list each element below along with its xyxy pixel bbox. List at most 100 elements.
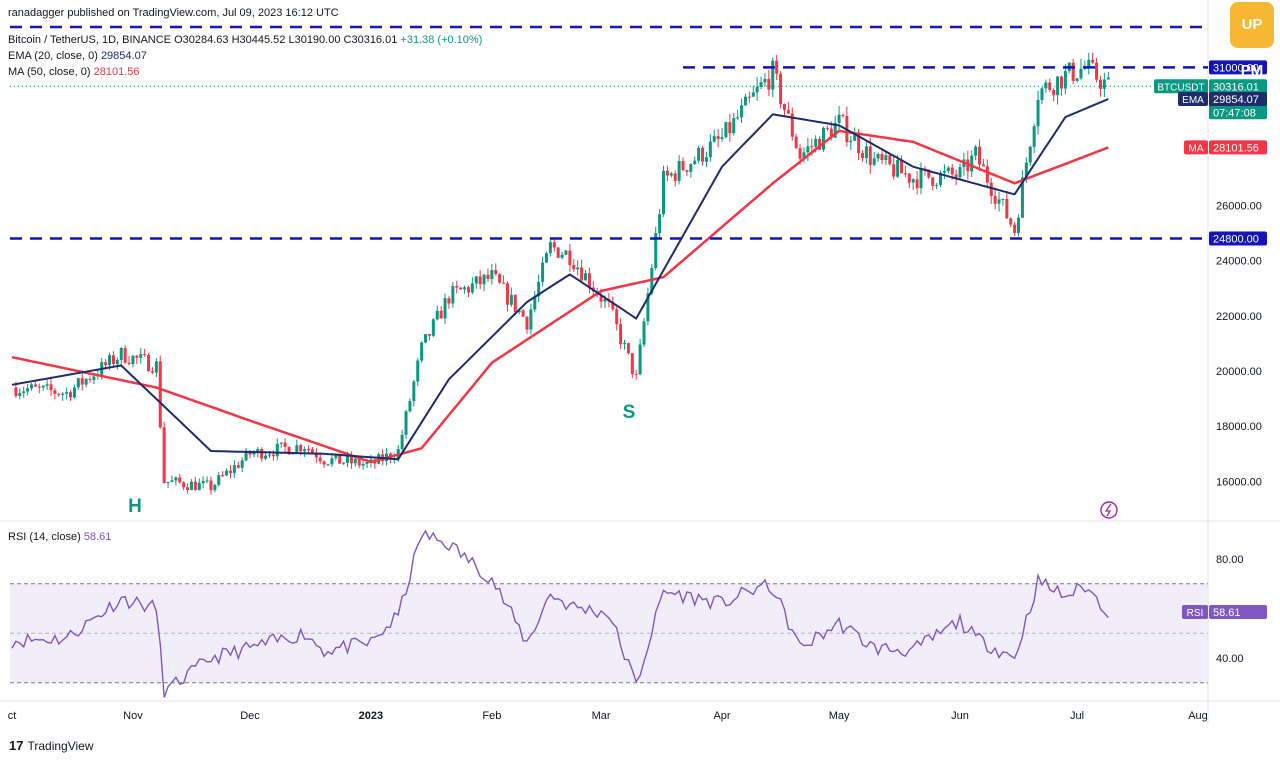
candle-body [1079,68,1083,79]
candle-body [658,214,662,234]
ema-tag-text: 29854.07 [1213,94,1259,106]
candle-body [236,465,240,468]
candle-body [412,381,416,401]
candle-body [708,141,712,158]
candle-body [349,456,353,464]
tradingview-logo-icon: 17 [9,738,24,753]
candle-body [455,286,459,288]
candle-body [654,233,658,268]
candle-body [751,92,755,97]
candle-body [533,296,537,310]
candle-body [576,267,580,270]
time-tick-label: Apr [713,710,730,722]
candle-body [478,276,482,285]
price-tick-label: 20000.00 [1216,366,1262,378]
level-low-tag-text: 24800.00 [1213,234,1259,246]
candle-body [794,136,798,149]
candle-body [782,104,786,111]
candle-body [170,480,174,482]
candle-body [1001,198,1005,200]
candle-body [931,177,935,186]
candle-body [810,146,814,148]
ma-tag-text: 28101.56 [1213,142,1259,154]
candle-body [954,174,958,178]
head-label: H [128,496,142,517]
time-tick-label: Nov [123,710,143,722]
candle-body [474,276,478,284]
candle-body [720,137,724,140]
candle-body [318,457,322,462]
candle-body [1102,79,1106,89]
candle-body [587,273,591,288]
candle-body [771,60,775,90]
candle-body [186,487,190,491]
candle-body [857,134,861,154]
candle-body [552,242,556,248]
candle-body [466,287,470,293]
candle-body [896,159,900,177]
candle-body [299,445,303,452]
candle-body [119,347,123,361]
candle-body [65,392,69,394]
candle-body [728,122,732,134]
candle-body [338,453,342,464]
candle-body [131,355,135,365]
candle-body [240,460,244,468]
time-tick-label: Jun [951,710,969,722]
time-tick-label: May [829,710,850,722]
candle-body [494,270,498,275]
candle-body [1028,146,1032,163]
candle-body [993,195,997,204]
candle-body [404,411,408,435]
time-tick-label: Jul [1070,710,1084,722]
candle-body [357,458,361,466]
candle-body [517,310,521,313]
price-tick-label: 22000.00 [1216,311,1262,323]
candle-body [818,138,822,150]
change-value: +31.38 (+0.10%) [400,34,483,46]
candle-body [80,378,84,385]
candle-body [420,342,424,361]
candle-body [427,334,431,336]
candle-body [1017,217,1021,233]
candle-body [868,146,872,165]
ema-label: EMA (20, close, 0) [8,50,98,62]
candle-body [802,152,806,159]
candle-body [22,391,26,393]
candle-body [232,465,236,473]
ema-name-tag-bg [1178,92,1208,107]
candle-body [127,362,131,365]
candle-body [1052,89,1056,96]
candle-body [256,448,260,453]
candle-body [911,179,915,183]
symbol-legend[interactable]: Bitcoin / TetherUS, 1D, BINANCE O30284.6… [8,34,482,46]
ma-legend[interactable]: MA (50, close, 0) 28101.56 [8,66,140,78]
ema-legend[interactable]: EMA (20, close, 0) 29854.07 [8,50,147,62]
candle-body [310,449,314,453]
candle-body [903,173,907,175]
candle-body [985,166,989,183]
candle-body [228,470,232,473]
candle-body [849,140,853,143]
candle-body [662,170,666,215]
candle-body [1063,71,1067,89]
candle-body [342,462,346,464]
candle-body [548,242,552,254]
lightning-icon [1100,501,1118,519]
candle-body [798,148,802,159]
candle-body [806,146,810,153]
candle-body [712,136,716,142]
tradingview-footer[interactable]: 17 TradingView [9,738,94,753]
candle-body [572,265,576,270]
candle-body [892,164,896,177]
candle-body [260,448,264,459]
price-tick-label: 24000.00 [1216,256,1262,268]
candle-body [49,384,53,391]
candle-body [716,136,720,140]
candle-body [673,173,677,181]
rsi-legend[interactable]: RSI (14, close) 58.61 [8,531,111,543]
candle-body [408,400,412,412]
price-tick-label: 16000.00 [1216,476,1262,488]
candle-body [529,309,533,330]
